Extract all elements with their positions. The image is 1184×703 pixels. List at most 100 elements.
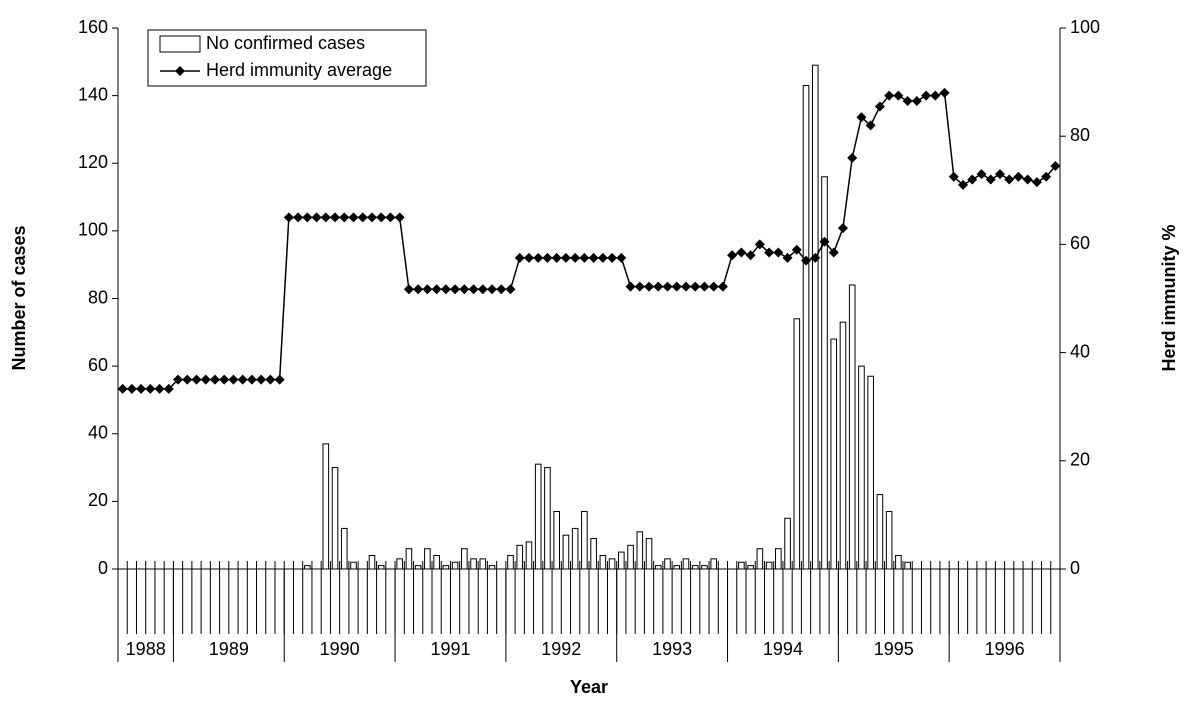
y-tick-label: 120 xyxy=(78,152,108,172)
line-marker xyxy=(560,252,571,263)
bar xyxy=(581,511,588,570)
bar xyxy=(867,375,874,570)
line-marker xyxy=(791,244,802,255)
bar xyxy=(461,548,468,570)
bar xyxy=(590,538,597,570)
bar xyxy=(811,64,819,570)
line-marker xyxy=(191,374,202,385)
line-marker xyxy=(339,212,350,223)
line-marker xyxy=(311,212,322,223)
line-marker xyxy=(727,250,738,261)
line-marker xyxy=(782,252,793,263)
line-marker xyxy=(1041,171,1052,182)
line-marker xyxy=(921,90,932,101)
bar xyxy=(544,467,551,570)
bar xyxy=(830,338,838,570)
bar xyxy=(701,565,708,570)
bar xyxy=(784,517,791,570)
line-marker xyxy=(690,281,701,292)
bar xyxy=(340,527,348,570)
line-marker xyxy=(154,383,165,394)
y-tick-label: 80 xyxy=(88,287,108,307)
bar xyxy=(848,284,856,570)
y2-tick-label: 0 xyxy=(1070,558,1080,578)
year-label: 1996 xyxy=(985,639,1025,659)
bar xyxy=(470,558,477,570)
line-marker xyxy=(459,284,470,295)
bar xyxy=(765,561,773,570)
year-label: 1988 xyxy=(126,639,166,659)
bar xyxy=(618,551,625,570)
line-marker xyxy=(902,96,913,107)
line-marker xyxy=(403,284,414,295)
bar xyxy=(377,565,385,570)
line-marker xyxy=(967,174,978,185)
line-marker xyxy=(293,212,304,223)
line-marker xyxy=(348,212,359,223)
line-marker xyxy=(431,284,442,295)
line-marker xyxy=(874,101,885,112)
bar xyxy=(516,544,524,570)
line-marker xyxy=(440,284,451,295)
year-label: 1990 xyxy=(320,639,360,659)
year-label: 1995 xyxy=(874,639,914,659)
year-label: 1993 xyxy=(652,639,692,659)
line-marker xyxy=(754,239,765,250)
bar xyxy=(442,565,450,570)
line-marker xyxy=(680,281,691,292)
bar xyxy=(553,511,560,570)
x-axis-title: Year xyxy=(570,677,608,697)
bar xyxy=(645,538,653,570)
line-marker xyxy=(570,252,581,263)
line-marker xyxy=(764,247,775,258)
line-marker xyxy=(837,223,848,234)
line-marker xyxy=(228,374,239,385)
line-marker xyxy=(717,281,728,292)
line-marker xyxy=(773,247,784,258)
line-marker xyxy=(588,252,599,263)
line-marker xyxy=(265,374,276,385)
line-marker xyxy=(930,90,941,101)
bar xyxy=(368,554,376,570)
line-marker xyxy=(948,171,959,182)
line-marker xyxy=(625,281,636,292)
bar xyxy=(331,467,339,570)
bar xyxy=(654,565,662,570)
line-marker xyxy=(1050,160,1061,171)
line-marker xyxy=(801,255,812,266)
bar xyxy=(802,84,810,570)
bar xyxy=(562,534,570,570)
year-label: 1991 xyxy=(430,639,470,659)
line-marker xyxy=(810,252,821,263)
bar xyxy=(350,561,357,570)
year-label: 1994 xyxy=(763,639,803,659)
line-marker xyxy=(496,284,507,295)
bar xyxy=(571,527,579,570)
y2-tick-label: 20 xyxy=(1070,450,1090,470)
bar xyxy=(599,554,607,570)
bar xyxy=(451,561,459,570)
bar xyxy=(424,548,431,570)
line-marker xyxy=(671,281,682,292)
line-marker xyxy=(828,247,839,258)
line-marker xyxy=(468,284,479,295)
bar xyxy=(710,558,717,570)
legend-label: Herd immunity average xyxy=(206,60,392,80)
bar xyxy=(756,548,764,570)
y2-axis-title: Herd immunity % xyxy=(1159,224,1179,371)
line-marker xyxy=(505,284,516,295)
bar xyxy=(673,565,681,570)
bar xyxy=(904,561,911,570)
line-marker xyxy=(958,179,969,190)
year-label: 1989 xyxy=(209,639,249,659)
line-marker xyxy=(376,212,387,223)
line-marker xyxy=(533,252,544,263)
line-marker xyxy=(163,383,174,394)
bar xyxy=(488,565,496,570)
line-marker xyxy=(542,252,553,263)
line-marker xyxy=(302,212,313,223)
line-marker xyxy=(385,212,396,223)
bar xyxy=(885,511,893,570)
bar xyxy=(414,565,422,570)
